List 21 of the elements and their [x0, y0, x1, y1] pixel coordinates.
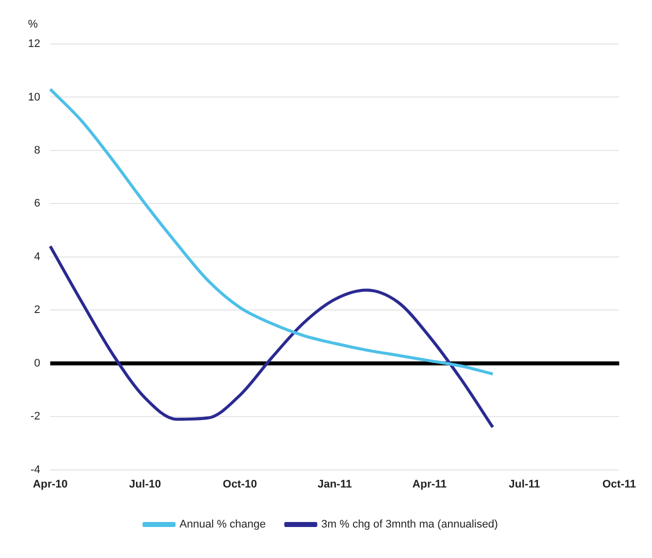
y-tick-label: 4 — [34, 250, 40, 263]
legend-label: 3m % chg of 3mnth ma (annualised) — [321, 518, 498, 531]
line-series — [48, 244, 494, 429]
x-tick-label: Jan-11 — [318, 478, 352, 490]
y-axis-title: % — [28, 18, 38, 31]
x-tick-label: Oct-10 — [222, 478, 258, 490]
legend-label: Annual % change — [180, 518, 266, 531]
y-tick-label: 6 — [34, 198, 40, 210]
y-tick-label: 12 — [28, 38, 40, 50]
x-tick-label: Jul-11 — [508, 478, 540, 490]
y-tick-label: 8 — [34, 144, 40, 156]
x-tick-label: Oct-11 — [602, 478, 636, 490]
y-tick-label: -4 — [30, 464, 40, 476]
y-tick-label: 10 — [28, 91, 40, 104]
y-tick-label: 2 — [34, 304, 40, 316]
x-tick-label: Jul-10 — [129, 478, 161, 490]
x-tick-label: Apr-10 — [32, 478, 68, 490]
y-tick-label: 0 — [34, 357, 40, 370]
x-tick-label: Apr-11 — [412, 478, 447, 490]
y-tick-label: -2 — [30, 410, 40, 423]
line-series — [48, 88, 494, 376]
